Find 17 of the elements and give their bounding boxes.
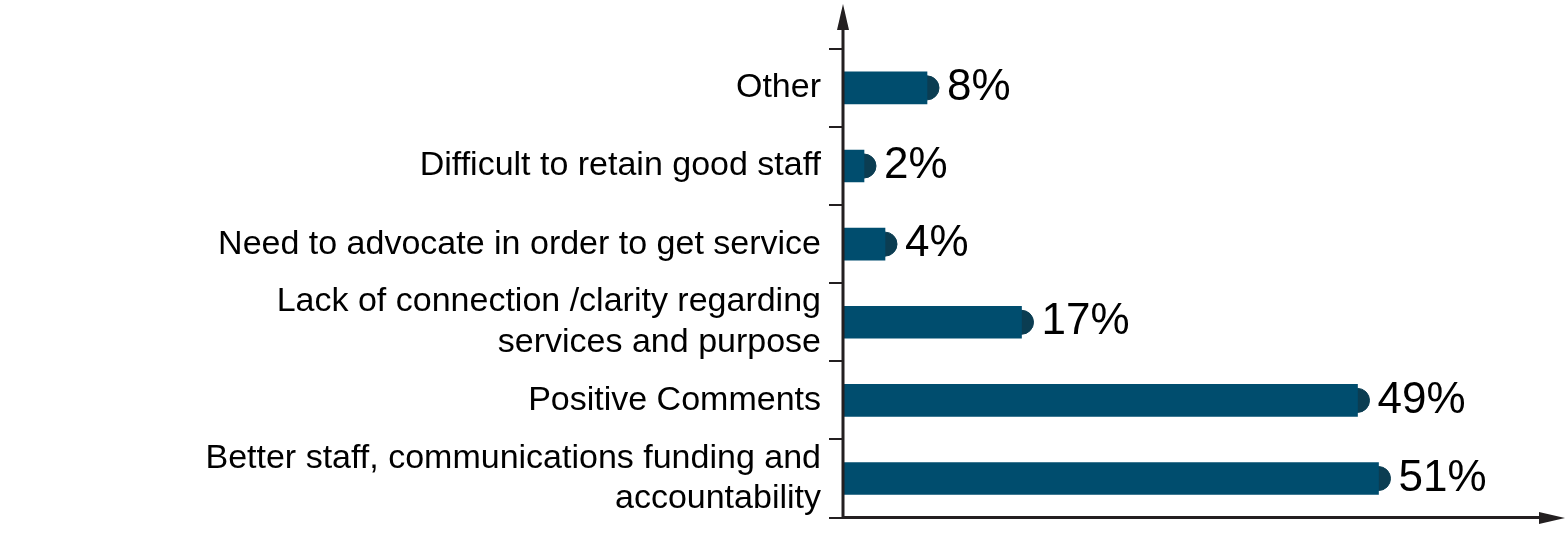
data-label: 17% <box>1041 294 1130 344</box>
data-label: 4% <box>905 216 969 266</box>
y-tick-label: Need to advocate in order to get service <box>218 222 821 261</box>
bar <box>843 462 1379 495</box>
y-tick-label: Positive Comments <box>528 378 821 417</box>
bar <box>843 384 1358 417</box>
bar <box>843 71 928 105</box>
y-tick-label: Lack of connection /clarity regarding services and purpose <box>276 280 821 360</box>
bar <box>843 305 1022 339</box>
y-tick-label: Other <box>735 66 821 105</box>
bar <box>843 227 886 261</box>
data-label: 2% <box>884 138 948 188</box>
data-label: 8% <box>947 60 1011 110</box>
data-label: 51% <box>1398 450 1487 500</box>
y-tick-label: Better staff, communications funding and accountability <box>205 436 821 516</box>
data-label: 49% <box>1377 372 1466 422</box>
y-tick-label: Difficult to retain good staff <box>419 144 822 183</box>
